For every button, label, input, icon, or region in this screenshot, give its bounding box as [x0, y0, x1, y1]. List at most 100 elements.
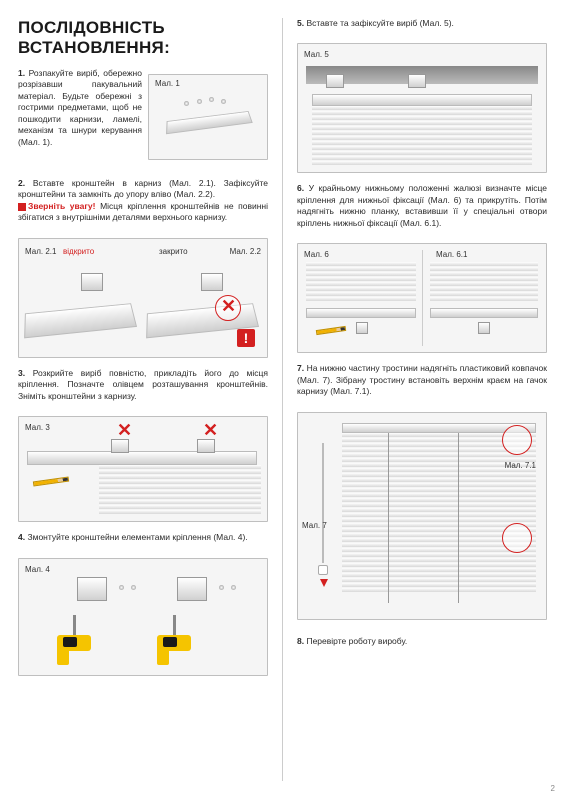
main-title: ПОСЛІДОВНІСТЬ ВСТАНОВЛЕННЯ: [18, 18, 268, 58]
step-4-body: Змонтуйте кронштейни елементами кріпленн… [27, 532, 247, 542]
x-mark-b: ✕ [203, 423, 219, 439]
step-7-body: На нижню частину тростини надягніть плас… [297, 363, 547, 396]
pencil-6 [316, 326, 346, 335]
figure-3-label: Мал. 3 [25, 423, 50, 432]
open-label: відкрито [63, 247, 94, 256]
bracket-mount-a [77, 577, 107, 601]
bracket-mount-b [177, 577, 207, 601]
pencil-icon [33, 477, 69, 487]
warn-label: Зверніть увагу! [28, 201, 95, 211]
step-2-body: Вставте кронштейн в карниз (Мал. 2.1). З… [18, 178, 268, 199]
slats-61 [430, 262, 538, 302]
step-6: 6. У крайньому нижньому положенні жалюзі… [297, 183, 547, 229]
rail-graphic [166, 111, 253, 134]
clip-61 [478, 322, 490, 334]
slats-6 [306, 262, 416, 302]
figure-4-label: Мал. 4 [25, 565, 50, 574]
closed-label: закрито [159, 247, 188, 256]
figure-7: Мал. 7 Мал. 7.1 [297, 412, 547, 620]
x-mark-a: ✕ [117, 423, 133, 439]
figure-22-label: Мал. 2.2 [230, 247, 261, 256]
bottom-rail-61 [430, 308, 538, 318]
slats-5 [312, 106, 532, 166]
left-column: ПОСЛІДОВНІСТЬ ВСТАНОВЛЕННЯ: 1. Розпакуйт… [18, 18, 268, 781]
part-icon [221, 99, 226, 104]
blinds-slats [99, 465, 261, 515]
step-8-text: 8. Перевірте роботу виробу. [297, 636, 547, 647]
step-5-body: Вставте та зафіксуйте виріб (Мал. 5). [306, 18, 453, 28]
bottom-rail-6 [306, 308, 416, 318]
step-7-text: 7. На нижню частину тростини надягніть п… [297, 363, 547, 397]
drill-b [149, 607, 199, 667]
right-column: 5. Вставте та зафіксуйте виріб (Мал. 5).… [297, 18, 547, 781]
screw-c [219, 585, 224, 590]
wand [322, 443, 324, 563]
part-icon [184, 101, 189, 106]
rail-left [24, 303, 137, 338]
step-7: 7. На нижню частину тростини надягніть п… [297, 363, 547, 397]
figure-1: Мал. 1 [148, 74, 268, 160]
screw-a [119, 585, 124, 590]
step-4: 4. Змонтуйте кронштейни елементами кріпл… [18, 532, 268, 543]
step-2-text: 2. Вставте кронштейн в карниз (Мал. 2.1)… [18, 178, 268, 224]
figure-2: Мал. 2.1 Мал. 2.2 відкрито закрито ✕ ! [18, 238, 268, 358]
step-3-body: Розкрийте виріб повністю, прикладіть йог… [18, 368, 268, 401]
screw-d [231, 585, 236, 590]
bracket-left [81, 273, 103, 291]
detail-71-bot [502, 523, 532, 553]
bracket-b [197, 439, 215, 453]
figure-71-label: Мал. 7.1 [505, 461, 536, 470]
step-1-text: 1. Розпакуйте виріб, обережно розрізавши… [18, 68, 142, 170]
alert-icon: ! [237, 329, 255, 347]
figure-5-label: Мал. 5 [304, 50, 329, 59]
figure-21-label: Мал. 2.1 [25, 247, 56, 256]
part-icon [209, 97, 214, 102]
wand-cap [318, 565, 328, 575]
rail-5 [312, 94, 532, 106]
figure-6: Мал. 6 Мал. 6.1 [297, 243, 547, 353]
step-5: 5. Вставте та зафіксуйте виріб (Мал. 5). [297, 18, 547, 29]
bracket-5b [408, 74, 426, 88]
step-7-num: 7. [297, 363, 304, 373]
step-3-num: 3. [18, 368, 25, 378]
instruction-page: ПОСЛІДОВНІСТЬ ВСТАНОВЛЕННЯ: 1. Розпакуйт… [0, 0, 565, 799]
step-6-body: У крайньому нижньому положенні жалюзі ви… [297, 183, 547, 227]
step-2-num: 2. [18, 178, 25, 188]
figure-1-label: Мал. 1 [155, 79, 180, 88]
arrow-icon [320, 579, 328, 587]
step-6-num: 6. [297, 183, 304, 193]
step-5-text: 5. Вставте та зафіксуйте виріб (Мал. 5). [297, 18, 547, 29]
clip-6 [356, 322, 368, 334]
slats-7 [342, 433, 536, 593]
step-3: 3. Розкрийте виріб повністю, прикладіть … [18, 368, 268, 402]
cord-b [458, 433, 459, 603]
step-2: 2. Вставте кронштейн в карниз (Мал. 2.1)… [18, 178, 268, 224]
figure-7-label: Мал. 7 [302, 521, 327, 530]
step-3-text: 3. Розкрийте виріб повністю, прикладіть … [18, 368, 268, 402]
page-number: 2 [551, 784, 555, 793]
step-1-num: 1. [18, 68, 25, 78]
column-divider [282, 18, 283, 781]
step-1-body: Розпакуйте виріб, обережно розрізавши па… [18, 68, 142, 147]
figure-3: Мал. 3 ✕ ✕ [18, 416, 268, 522]
step-8: 8. Перевірте роботу виробу. [297, 636, 547, 647]
step-4-text: 4. Змонтуйте кронштейни елементами кріпл… [18, 532, 268, 543]
step-6-text: 6. У крайньому нижньому положенні жалюзі… [297, 183, 547, 229]
part-icon [197, 99, 202, 104]
screw-b [131, 585, 136, 590]
step-8-body: Перевірте роботу виробу. [306, 636, 407, 646]
figure-6-label: Мал. 6 [304, 250, 329, 259]
step-8-num: 8. [297, 636, 304, 646]
detail-71-top [502, 425, 532, 455]
bracket-5a [326, 74, 344, 88]
figure-61-label: Мал. 6.1 [436, 250, 467, 259]
warn-icon [18, 203, 26, 211]
drill-a [49, 607, 99, 667]
bracket-a [111, 439, 129, 453]
figure-5: Мал. 5 [297, 43, 547, 173]
cord-a [388, 433, 389, 603]
x-mark-icon: ✕ [221, 299, 237, 315]
top-rail [27, 451, 257, 465]
figure-4: Мал. 4 [18, 558, 268, 676]
step-5-num: 5. [297, 18, 304, 28]
